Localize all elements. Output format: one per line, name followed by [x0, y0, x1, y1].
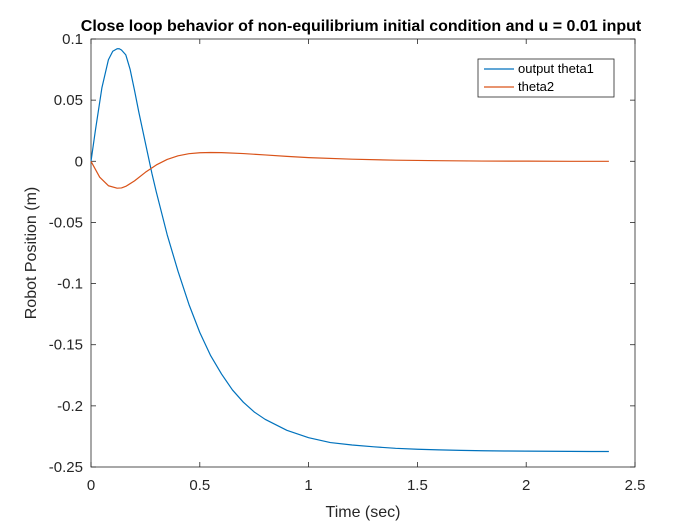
x-tick-label: 2 [522, 477, 530, 494]
axes-box [90, 38, 636, 468]
y-tick-label: -0.25 [49, 459, 83, 476]
series-line-1 [90, 48, 609, 453]
x-tick-label: 0 [87, 477, 95, 494]
y-axis-label: Robot Position (m) [23, 187, 40, 320]
x-axis-label: Time (sec) [326, 504, 401, 521]
legend-label-1: output theta1 [518, 61, 594, 76]
y-tick-label: -0.05 [49, 214, 83, 231]
y-tick-label: 0.05 [54, 92, 83, 109]
legend-label-2: theta2 [518, 79, 554, 94]
y-tick-label: -0.1 [57, 276, 83, 293]
y-tick-label: -0.15 [49, 337, 83, 354]
y-tick-label: -0.2 [57, 398, 83, 415]
legend-box [477, 58, 615, 98]
x-tick-label: 0.5 [189, 477, 210, 494]
x-tick-label: 1 [304, 477, 312, 494]
series-line-2 [90, 151, 609, 189]
chart-title: Close loop behavior of non-equilibrium i… [81, 18, 642, 35]
x-tick-label: 2.5 [625, 477, 646, 494]
y-tick-label: 0.1 [62, 31, 83, 48]
plot-area: 0 0.5 1 1.5 2 2.5 -0.25 -0.2 -0.15 -0.1 -0.05 0 0.05… [49, 31, 646, 494]
y-tick-label: 0 [75, 153, 83, 170]
x-tick-label: 1.5 [407, 477, 428, 494]
